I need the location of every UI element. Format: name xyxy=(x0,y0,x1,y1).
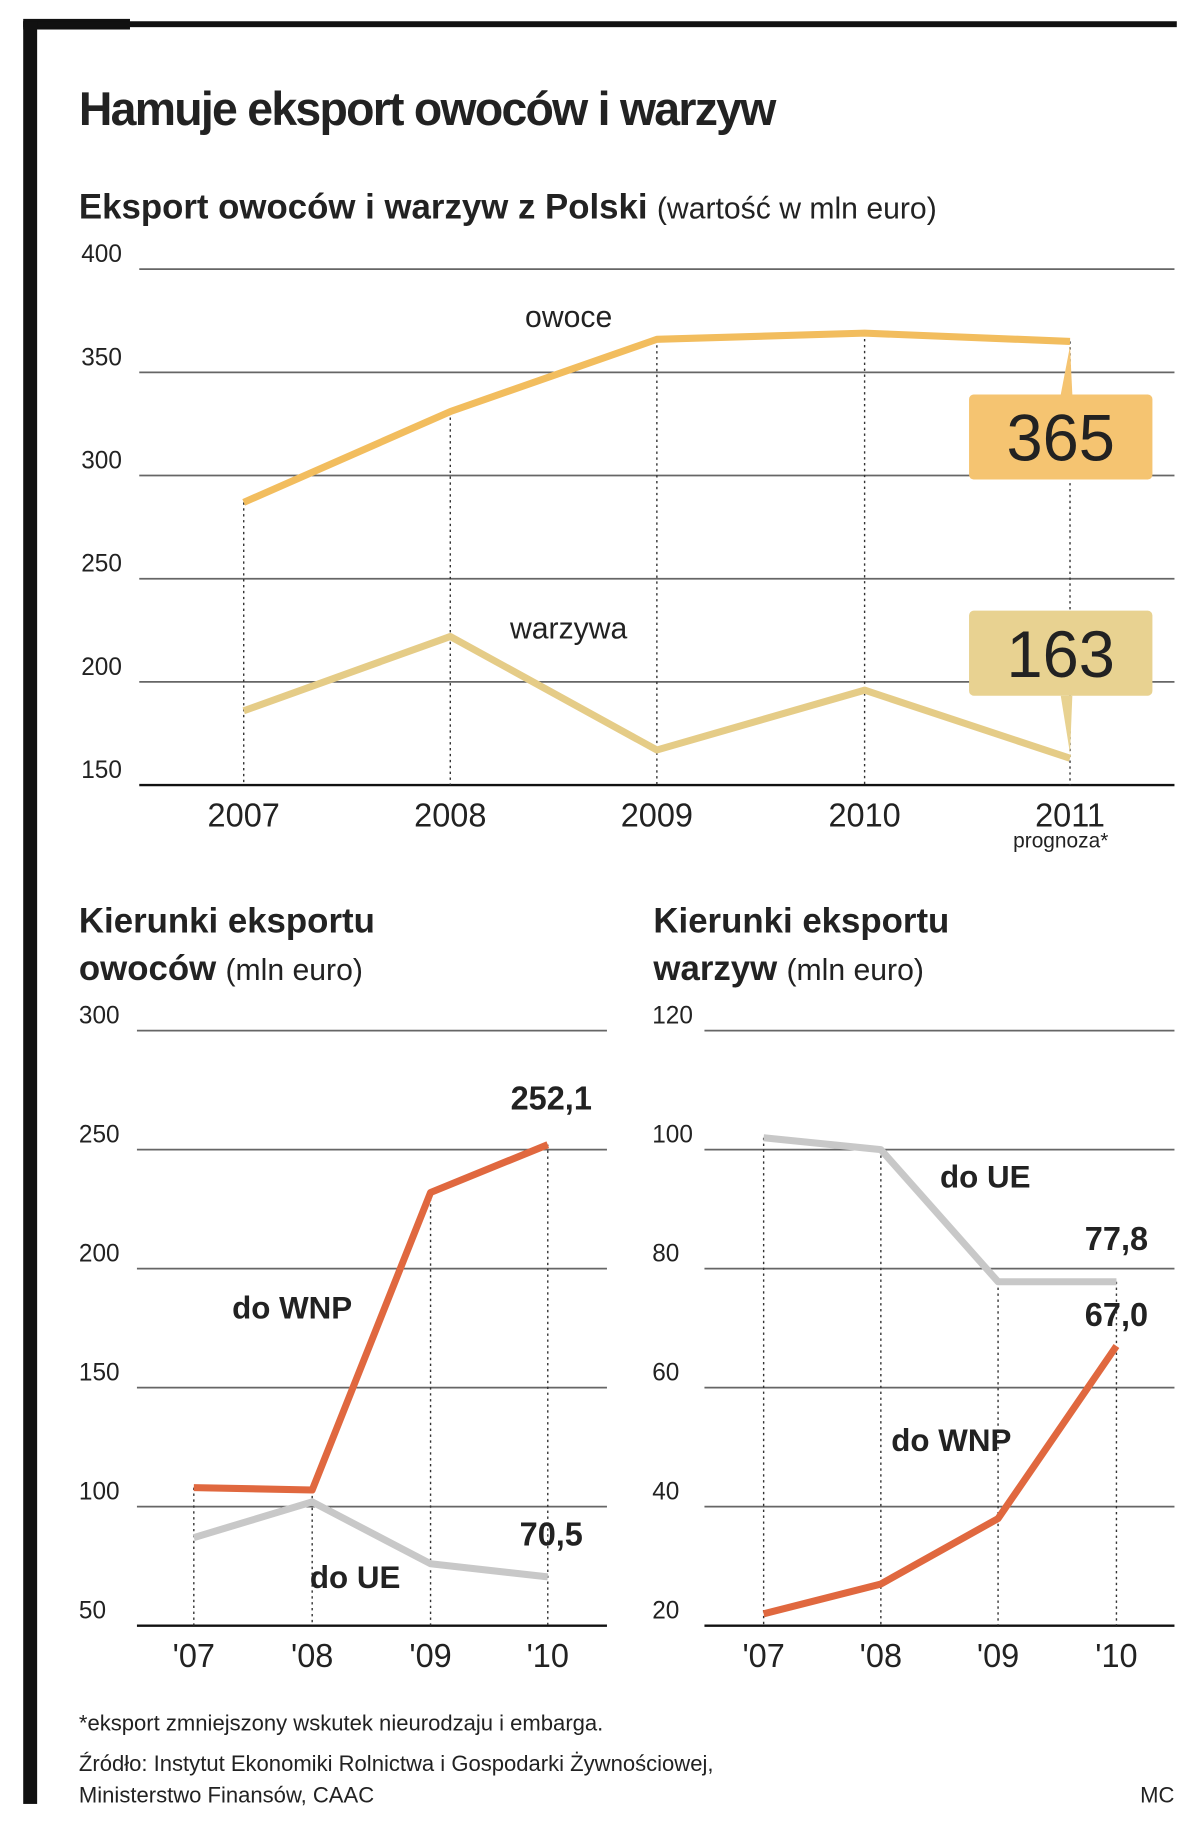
y-tick-label: 80 xyxy=(652,1240,679,1267)
chart-title: Kierunki eksportu xyxy=(79,901,375,940)
x-tick-label: 2010 xyxy=(828,796,900,833)
x-tick-label: '08 xyxy=(860,1637,902,1674)
chart-title: Eksport owoców i warzyw z Polski (wartość… xyxy=(79,187,937,226)
y-tick-label: 150 xyxy=(79,1359,120,1386)
chart-subtitle: (mln euro) xyxy=(786,953,923,987)
y-tick-label: 20 xyxy=(652,1597,679,1624)
y-tick-label: 100 xyxy=(652,1121,693,1148)
series-line xyxy=(763,1134,1117,1286)
series-label: do WNP xyxy=(891,1422,1011,1458)
annotation: prognoza* xyxy=(1013,830,1108,853)
series-label: do UE xyxy=(310,1559,400,1595)
series-label: do WNP xyxy=(232,1289,352,1325)
source: Źródło: Instytut Ekonomiki Rolnictwa i G… xyxy=(79,1751,714,1776)
y-tick-label: 250 xyxy=(81,550,122,577)
chart-subtitle: (wartość w mln euro) xyxy=(657,191,937,225)
frame-left xyxy=(23,21,38,1804)
series-line xyxy=(193,1141,550,1494)
value-label: 77,8 xyxy=(1085,1220,1148,1257)
x-tick-label: 2007 xyxy=(208,796,280,833)
chart-title-line: warzyw xyxy=(652,949,777,988)
y-tick-label: 250 xyxy=(79,1121,120,1148)
x-tick-label: '09 xyxy=(977,1637,1019,1674)
x-tick-label: '09 xyxy=(409,1637,451,1674)
x-tick-label: '08 xyxy=(291,1637,333,1674)
x-tick-label: '07 xyxy=(173,1637,215,1674)
y-tick-label: 300 xyxy=(79,1002,120,1029)
x-tick-label: 2008 xyxy=(414,796,486,833)
chart-title-line: Eksport owoców i warzyw z Polski xyxy=(79,187,648,226)
y-tick-label: 120 xyxy=(652,1002,693,1029)
callout-box xyxy=(969,394,1153,480)
callout-pointer xyxy=(1060,695,1073,754)
y-tick-label: 200 xyxy=(79,1240,120,1267)
series-line xyxy=(242,329,1071,506)
y-tick-label: 300 xyxy=(81,447,122,474)
y-tick-label: 40 xyxy=(652,1478,679,1505)
x-tick-label: 2011 xyxy=(1035,796,1105,833)
series-label: owoce xyxy=(525,300,612,334)
callout-pointer xyxy=(1060,346,1073,395)
y-tick-label: 50 xyxy=(79,1597,106,1624)
page-title: Hamuje eksport owoców i warzyw xyxy=(79,83,777,135)
frame-top xyxy=(23,21,1177,28)
value-label: 70,5 xyxy=(520,1515,583,1552)
chart-title: Kierunki eksportu xyxy=(653,901,949,940)
value-label: 67,0 xyxy=(1085,1296,1148,1333)
series-label: do UE xyxy=(940,1158,1030,1194)
x-tick-label: '10 xyxy=(527,1637,569,1674)
footnote: *eksport zmniejszony wskutek nieurodzaju… xyxy=(79,1711,603,1736)
value-label: 365 xyxy=(1007,401,1115,475)
chart-title-line: Kierunki eksportu xyxy=(79,901,375,940)
series-line xyxy=(192,1498,549,1581)
chart-title-line: Kierunki eksportu xyxy=(653,901,949,940)
series-line xyxy=(242,632,1072,762)
series-label: warzywa xyxy=(509,611,627,645)
y-tick-label: 150 xyxy=(81,757,122,784)
y-tick-label: 60 xyxy=(652,1359,679,1386)
y-tick-label: 100 xyxy=(79,1478,120,1505)
chart-title-line: owoców xyxy=(79,949,217,988)
y-tick-label: 400 xyxy=(81,241,122,268)
x-tick-label: 2009 xyxy=(621,796,693,833)
chart-title: owoców (mln euro) xyxy=(79,949,363,988)
series-line xyxy=(762,1343,1120,1618)
value-label: 252,1 xyxy=(511,1079,592,1116)
credit: MC xyxy=(1140,1783,1174,1808)
x-tick-label: '07 xyxy=(742,1637,784,1674)
callout-box xyxy=(969,610,1153,696)
value-label: 163 xyxy=(1007,617,1115,691)
y-tick-label: 350 xyxy=(81,344,122,371)
source: Ministerstwo Finansów, CAAC xyxy=(79,1783,374,1808)
x-tick-label: '10 xyxy=(1095,1637,1137,1674)
chart-subtitle: (mln euro) xyxy=(225,953,362,987)
chart-title: warzyw (mln euro) xyxy=(652,949,924,988)
y-tick-label: 200 xyxy=(81,654,122,681)
